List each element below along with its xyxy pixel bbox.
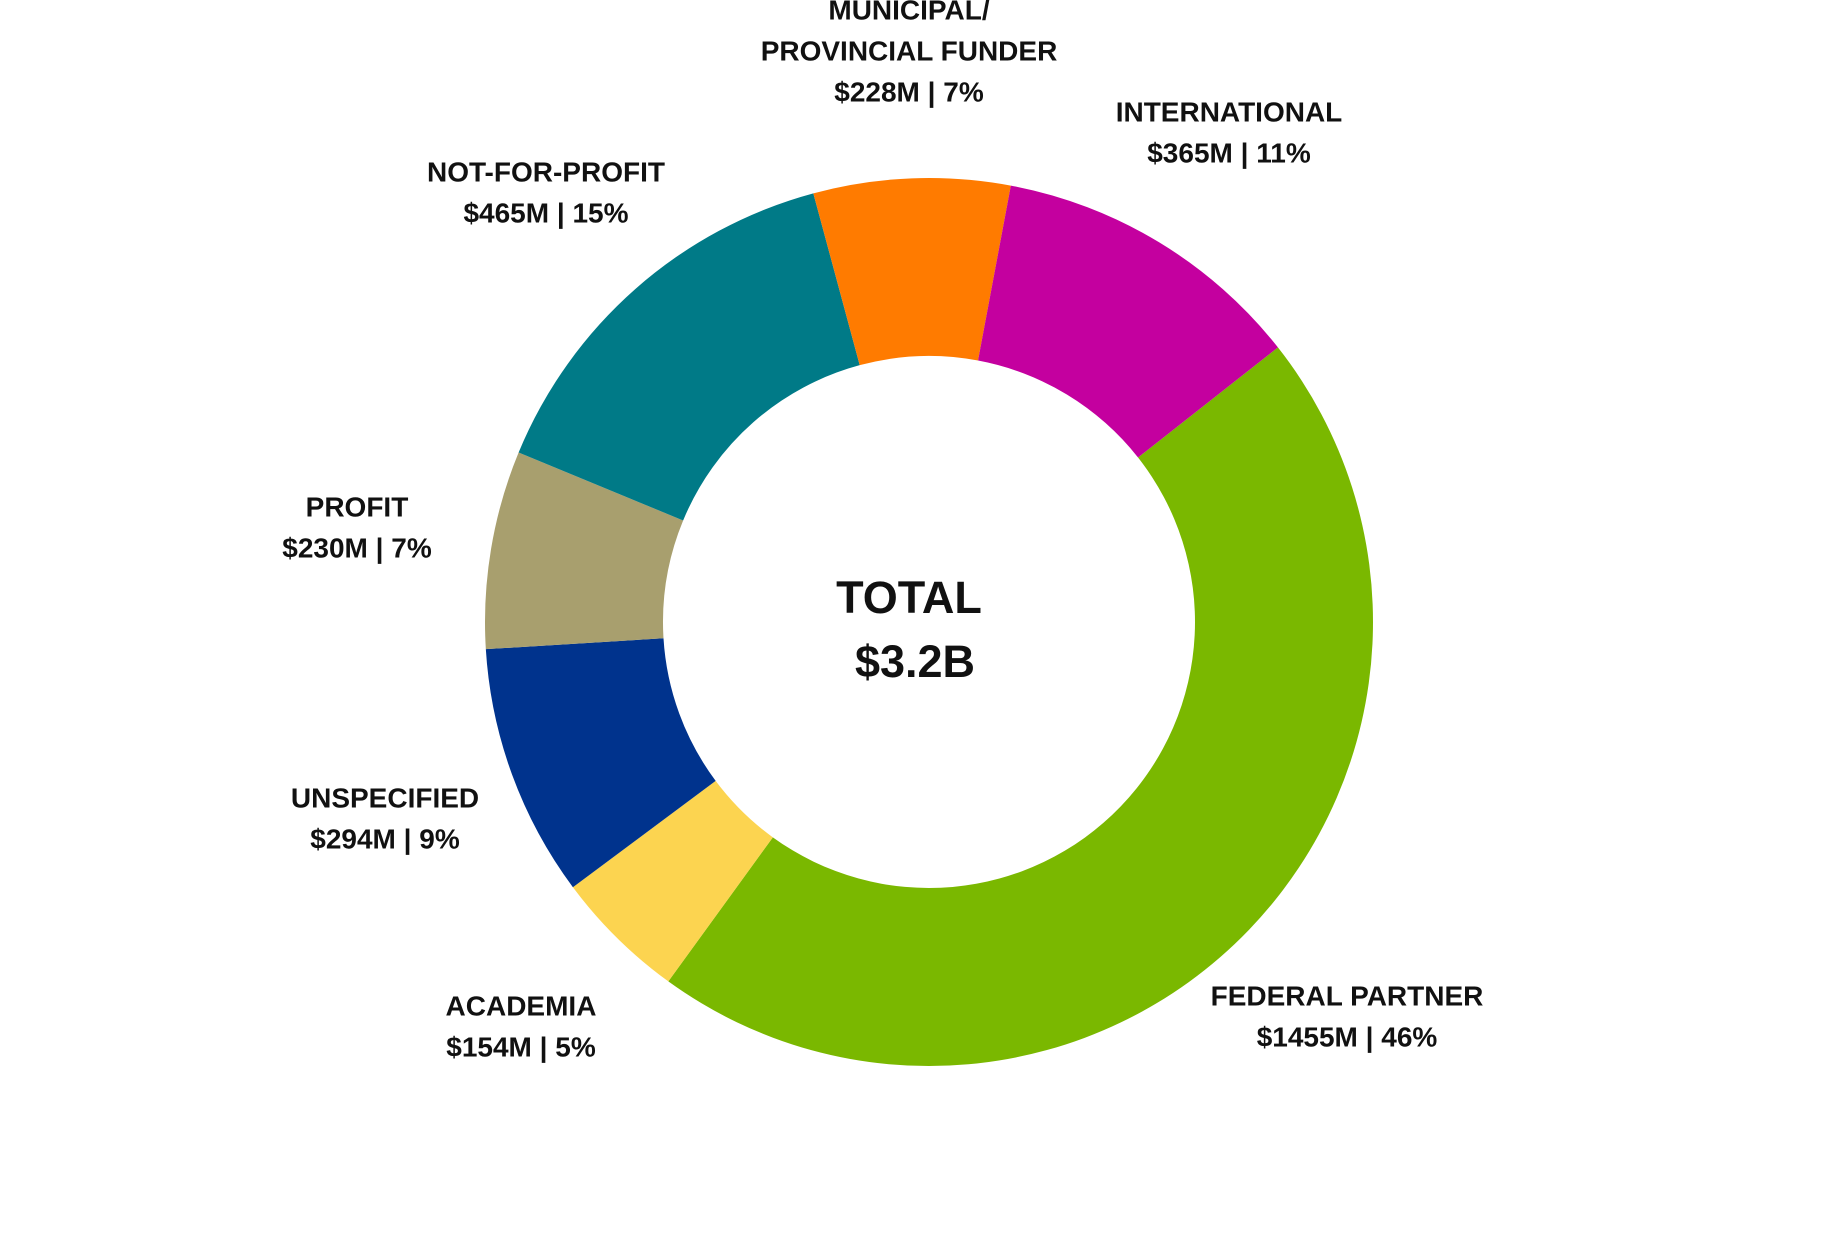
slice-academia (572, 780, 773, 982)
slice-name-label: ACADEMIA (446, 990, 597, 1021)
slice-value-label: $154M | 5% (446, 1031, 596, 1062)
slice-name-label: PROFIT (306, 491, 409, 522)
slice-name-label: INTERNATIONAL (1116, 96, 1343, 127)
slice-value-label: $365M | 11% (1147, 137, 1311, 168)
slice-not-for-profit (518, 193, 860, 521)
slice-international (978, 185, 1278, 458)
slice-name-label: NOT-FOR-PROFIT (427, 156, 665, 187)
slice-name-label: MUNICIPAL/ (828, 0, 989, 25)
slice-value-label: $228M | 7% (834, 76, 984, 107)
slices (485, 177, 1374, 1067)
slice-value-label: $1455M | 46% (1257, 1021, 1438, 1052)
slice-name-label: PROVINCIAL FUNDER (761, 35, 1058, 66)
slice-unspecified (485, 638, 716, 888)
slice-value-label: $294M | 9% (310, 823, 460, 854)
center-label-total: $3.2B (855, 636, 975, 687)
slice-name-label: FEDERAL PARTNER (1211, 980, 1484, 1011)
slice-value-label: $465M | 15% (463, 197, 628, 228)
slice-name-label: UNSPECIFIED (291, 782, 479, 813)
slice-labels: FEDERAL PARTNER $1455M | 46% ACADEMIA $154M… (282, 0, 1483, 1062)
slice-profit (485, 452, 684, 650)
slice-value-label: $230M | 7% (282, 532, 432, 563)
center-label-title: TOTAL (836, 572, 982, 623)
slice-municipal-provincial-funder (813, 177, 1011, 366)
slice-federal-partner (668, 347, 1374, 1067)
